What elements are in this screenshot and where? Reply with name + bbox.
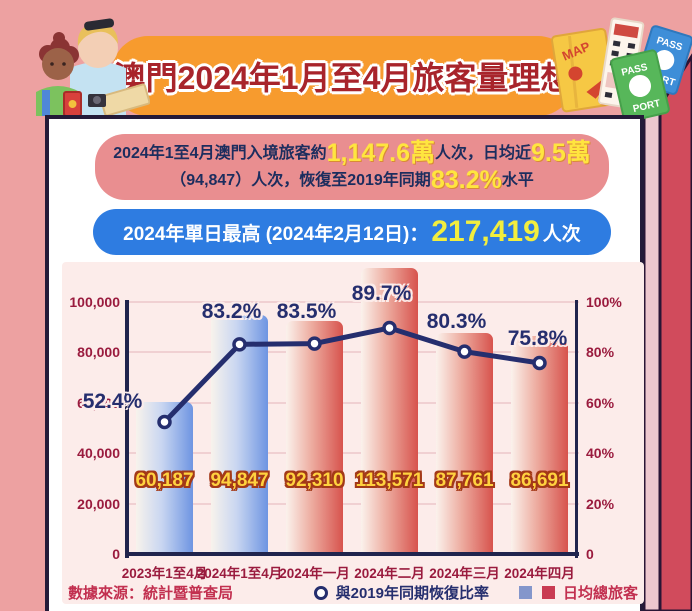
chart-footer: 數據來源：統計暨普查局 與2019年同期恢復比率 日均總旅客 [68,582,638,603]
tourist-blonde [70,18,150,116]
y-axis-tick-left: 60,000 [77,394,120,411]
main-card: 2024年1至4月澳門入境旅客約1,147.6萬人次，日均近9.5萬 （94,8… [45,115,644,611]
peak-day-banner: 2024年單日最高 (2024年2月12日)： 217,419 人次 [93,209,611,255]
line-point-label: 80.3% [426,309,487,333]
y-axis-line-left [125,300,129,558]
y-axis-tick-right: 0 [586,546,594,562]
y-axis-tick-left: 80,000 [77,344,120,361]
line-point-label: 89.7% [351,281,412,305]
line-marker-icon [382,320,397,336]
travel-icons: MAP PASS PORT PASS [550,17,692,119]
gridline [125,351,579,354]
card-3d-spine [642,53,692,611]
bar-legend-blue-icon [518,586,532,599]
y-axis-tick-left: 20,000 [77,495,120,512]
y-axis-tick-right: 20% [586,495,615,512]
passport-green-icon: PASS PORT [610,49,670,119]
x-axis-label: 2023年1至4月 [121,566,208,581]
chart-panel: 數據來源：統計暨普查局 與2019年同期恢復比率 日均總旅客 0 20,000 40… [62,262,644,604]
spine-page-edge [642,108,662,611]
bar-value-label: 113,571 [355,470,424,491]
line-legend-marker-icon [313,585,328,600]
y-axis-line-right [575,300,578,558]
line-point-label: 83.5% [276,299,337,323]
tourists-illustration [36,18,150,116]
bar-legend-label: 日均總旅客 [562,585,638,602]
gridline [125,502,579,505]
x-axis-label: 2024年二月 [354,566,425,581]
bar-value-label: 86,691 [510,470,569,491]
highlight-total-visitors: 1,147.6萬 [326,138,436,167]
line-marker-icon [232,337,247,352]
spine-side-face [658,53,692,611]
summary-banner: 2024年1至4月澳門入境旅客約1,147.6萬人次，日均近9.5萬 （94,8… [95,134,609,200]
y-axis-tick-right: 40% [586,445,615,462]
peak-day-value: 217,419 [431,215,540,248]
page-title: 澳門2024年1月至4月旅客量理想 [113,60,573,96]
peak-day-label: 2024年單日最高 (2024年2月12日)： [123,223,429,245]
title-banner: 澳門2024年1月至4月旅客量理想 [112,36,574,116]
line-path [162,325,542,425]
y-axis-tick-left: 100,000 [69,294,120,310]
bar-value-label: 60,187 [135,470,194,491]
recovery-rate-line [157,320,547,430]
x-axis-label: 2024年三月 [429,566,500,581]
highlight-daily-average: 9.5萬 [531,138,591,167]
line-point-label: 75.8% [507,326,568,350]
bar-value-label: 87,761 [435,470,494,491]
line-point-label: 52.4% [82,389,143,413]
line-legend-label: 與2019年同期恢復比率 [335,585,489,602]
line-point-label: 83.2% [201,300,262,324]
line-marker-icon [307,336,322,351]
y-axis-tick-right: 80% [586,344,615,361]
line-marker-icon [457,344,472,359]
tourist-redhead [36,32,82,116]
y-axis-tick-right: 100% [586,294,622,310]
bar-2 [211,314,268,554]
x-axis-label: 2024年四月 [504,566,575,581]
bar-value-label: 94,847 [210,470,269,491]
peak-day-suffix: 人次 [542,223,581,245]
x-axis-label: 2024年一月 [279,566,350,581]
line-marker-icon [157,414,172,430]
x-axis-line [125,552,579,556]
summary-line-1: 2024年1至4月澳門入境旅客約1,147.6萬人次，日均近9.5萬 [113,138,591,167]
bar-3 [286,321,343,554]
gridline [125,401,579,404]
chart-legend: 與2019年同期恢復比率 日均總旅客 [313,582,638,603]
data-source: 數據來源：統計暨普查局 [68,585,234,602]
x-axis-label: 2024年1至4月 [196,566,283,581]
y-axis-tick-left: 0 [112,546,120,562]
bar-value-label: 92,310 [285,470,344,491]
bar-5 [436,332,493,554]
bar-6 [511,335,568,554]
bar-4 [361,267,418,554]
y-axis-tick-left: 40,000 [77,445,120,462]
gridline [125,301,579,303]
bar-legend-red-icon [541,586,555,599]
gridline [125,452,579,455]
line-marker-icon [532,355,547,371]
highlight-recovery-rate: 83.2% [430,165,502,194]
y-axis-tick-right: 60% [586,394,615,411]
summary-line-2: （94,847）人次，恢復至2019年同期83.2%水平 [170,165,534,194]
